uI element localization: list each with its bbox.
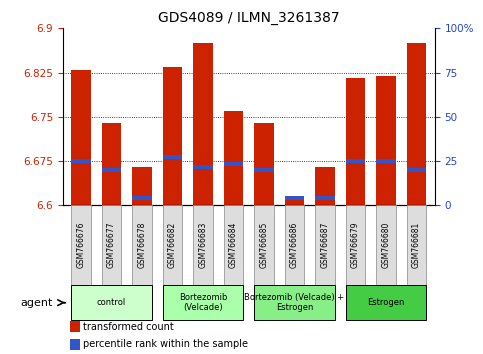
Text: GSM766685: GSM766685 <box>259 222 269 268</box>
FancyBboxPatch shape <box>224 205 243 285</box>
Bar <box>70 338 80 350</box>
Bar <box>163 155 183 159</box>
Bar <box>71 159 91 163</box>
Bar <box>224 162 243 166</box>
Text: GSM766678: GSM766678 <box>138 222 146 268</box>
Bar <box>70 321 80 332</box>
Bar <box>254 168 274 172</box>
Bar <box>163 285 243 320</box>
Bar <box>71 70 91 205</box>
Text: GSM766677: GSM766677 <box>107 222 116 268</box>
Bar <box>345 159 365 163</box>
Text: Bortezomib
(Velcade): Bortezomib (Velcade) <box>179 293 227 312</box>
Bar <box>101 168 121 172</box>
Text: GSM766687: GSM766687 <box>320 222 329 268</box>
FancyBboxPatch shape <box>345 205 365 285</box>
FancyBboxPatch shape <box>284 205 304 285</box>
Bar <box>224 111 243 205</box>
Bar <box>193 43 213 205</box>
FancyBboxPatch shape <box>163 205 183 285</box>
Bar <box>407 168 426 172</box>
Text: Estrogen: Estrogen <box>367 298 405 307</box>
FancyBboxPatch shape <box>407 205 426 285</box>
Bar <box>132 195 152 200</box>
Bar <box>376 75 396 205</box>
Bar <box>132 167 152 205</box>
FancyBboxPatch shape <box>254 205 274 285</box>
Bar <box>254 123 274 205</box>
Text: GSM766686: GSM766686 <box>290 222 299 268</box>
Text: control: control <box>97 298 126 307</box>
Text: GSM766683: GSM766683 <box>199 222 208 268</box>
FancyBboxPatch shape <box>71 205 91 285</box>
FancyBboxPatch shape <box>315 205 335 285</box>
Bar <box>284 196 304 205</box>
Bar <box>315 167 335 205</box>
Text: GSM766684: GSM766684 <box>229 222 238 268</box>
FancyBboxPatch shape <box>132 205 152 285</box>
Text: percentile rank within the sample: percentile rank within the sample <box>83 339 248 349</box>
Text: GSM766682: GSM766682 <box>168 222 177 268</box>
FancyBboxPatch shape <box>101 205 121 285</box>
Text: Bortezomib (Velcade) +
Estrogen: Bortezomib (Velcade) + Estrogen <box>244 293 344 312</box>
FancyBboxPatch shape <box>376 205 396 285</box>
Bar <box>254 285 335 320</box>
Bar <box>315 196 335 200</box>
Bar <box>71 285 152 320</box>
Text: GSM766681: GSM766681 <box>412 222 421 268</box>
Bar <box>345 285 426 320</box>
Title: GDS4089 / ILMN_3261387: GDS4089 / ILMN_3261387 <box>158 11 340 24</box>
Text: GSM766679: GSM766679 <box>351 222 360 268</box>
Text: transformed count: transformed count <box>83 321 174 332</box>
Text: GSM766680: GSM766680 <box>382 222 390 268</box>
Text: GSM766676: GSM766676 <box>77 222 85 268</box>
Bar <box>193 165 213 169</box>
Bar <box>163 67 183 205</box>
Text: agent: agent <box>21 298 53 308</box>
Bar <box>101 123 121 205</box>
Bar <box>284 196 304 200</box>
FancyBboxPatch shape <box>193 205 213 285</box>
Bar <box>376 159 396 163</box>
Bar <box>407 43 426 205</box>
Bar <box>345 79 365 205</box>
